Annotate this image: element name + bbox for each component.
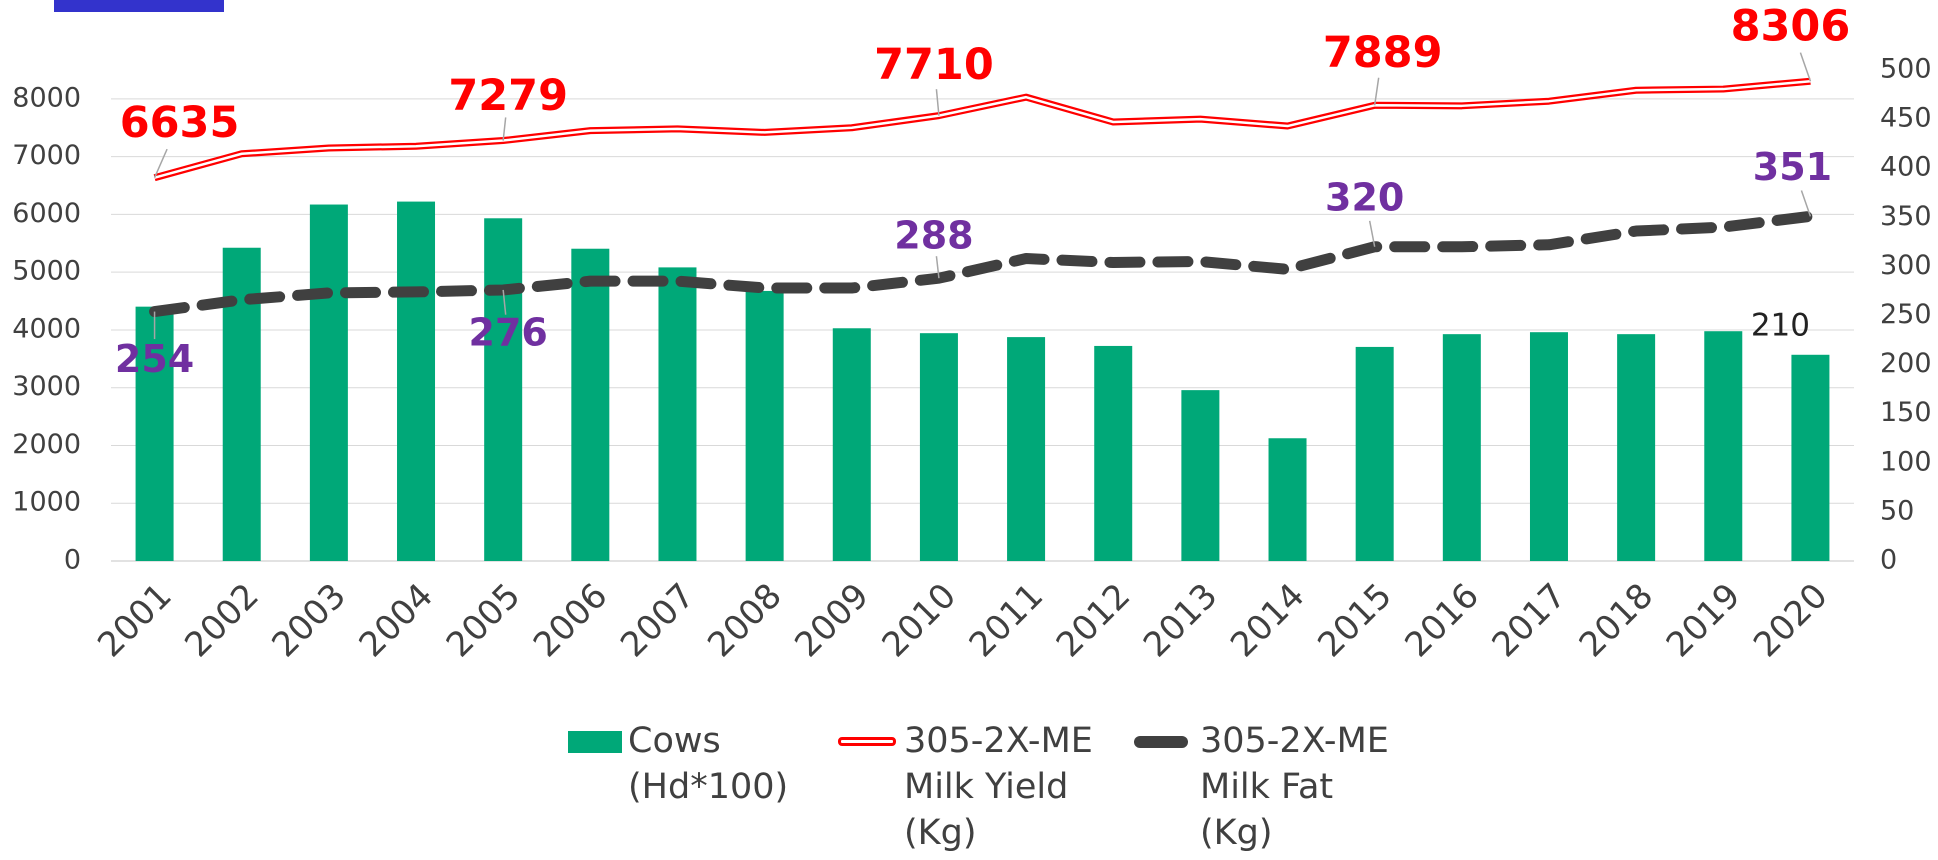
x-tick-label: 2011 <box>962 576 1051 665</box>
y-tick-label: 3000 <box>12 371 81 402</box>
bar <box>135 306 174 561</box>
y-tick-label: 5000 <box>12 256 81 287</box>
legend-label: 305-2X-ME Milk Yield (Kg) <box>904 721 1093 853</box>
leader-line <box>935 256 940 279</box>
leader-line <box>502 289 507 315</box>
y2-tick-label: 300 <box>1880 250 1932 281</box>
legend: Cows (Hd*100) 305-2X-ME Milk Yield (Kg) 30… <box>0 718 1938 860</box>
bar <box>571 248 610 561</box>
y2-tick-label: 0 <box>1880 545 1897 576</box>
bar <box>309 204 348 561</box>
x-tick-label: 2013 <box>1136 576 1225 665</box>
bar <box>745 290 784 561</box>
data-label: 7889 <box>1323 28 1443 78</box>
y2-tick-label: 200 <box>1880 348 1932 379</box>
y-tick-label: 4000 <box>12 313 81 344</box>
x-tick-label: 2020 <box>1746 576 1835 665</box>
line-series <box>149 210 1816 318</box>
leader-line <box>1799 52 1812 82</box>
x-tick-label: 2006 <box>526 576 615 665</box>
y2-tick-label: 500 <box>1880 54 1932 85</box>
y2-tick-label: 250 <box>1880 299 1932 330</box>
bar <box>1617 334 1656 561</box>
x-tick-label: 2005 <box>439 576 528 665</box>
y2-tick-label: 400 <box>1880 152 1932 183</box>
legend-swatch <box>1134 736 1188 748</box>
bar <box>1094 345 1133 561</box>
legend-swatch <box>568 731 622 753</box>
y2-tick-label: 350 <box>1880 201 1932 232</box>
bar <box>1704 331 1743 561</box>
legend-swatch <box>838 737 896 746</box>
leader-line <box>1800 190 1812 217</box>
y-tick-label: 0 <box>64 545 81 576</box>
bar <box>1268 438 1307 561</box>
x-tick-label: 2016 <box>1397 576 1486 665</box>
bar <box>1355 346 1394 561</box>
line-inner <box>154 79 1811 179</box>
bar <box>1181 390 1220 561</box>
x-tick-label: 2004 <box>352 576 441 665</box>
data-label: 351 <box>1753 145 1832 189</box>
x-tick-label: 2018 <box>1572 576 1661 665</box>
chart: 0 1000 2000 3000 4000 5000 6000 7000 8000 0 50 100 1… <box>12 0 1932 665</box>
legend-label: 305-2X-ME Milk Fat (Kg) <box>1200 721 1389 853</box>
data-label: 6635 <box>120 98 240 148</box>
bar <box>1529 332 1568 561</box>
x-tick-label: 2007 <box>613 576 702 665</box>
data-label: 320 <box>1325 175 1404 219</box>
data-label: 8306 <box>1731 2 1851 52</box>
x-tick-label: 2014 <box>1223 576 1312 665</box>
leader-line <box>935 89 940 116</box>
bar <box>1007 337 1046 561</box>
bar <box>1442 334 1481 561</box>
legend-label: Cows (Hd*100) <box>628 721 789 807</box>
x-tick-label: 2001 <box>90 576 179 665</box>
data-label: 288 <box>894 214 973 258</box>
y2-tick-label: 450 <box>1880 103 1932 134</box>
x-tick-label: 2009 <box>787 576 876 665</box>
data-label: 7279 <box>448 71 568 121</box>
corner-decoration <box>54 0 224 12</box>
x-tick-label: 2002 <box>177 576 266 665</box>
leader-line <box>502 117 507 141</box>
leader-line <box>1368 220 1376 247</box>
bar <box>658 267 697 561</box>
y2-tick-label: 150 <box>1880 397 1932 428</box>
y-tick-label: 1000 <box>12 487 81 518</box>
y-tick-label: 8000 <box>12 82 81 113</box>
bar <box>832 328 871 561</box>
data-label: 7710 <box>874 40 994 90</box>
leader-line <box>1373 77 1380 106</box>
y-tick-label: 2000 <box>12 429 81 460</box>
x-tick-label: 2003 <box>264 576 353 665</box>
x-tick-label: 2012 <box>1049 576 1138 665</box>
x-tick-label: 2019 <box>1659 576 1748 665</box>
x-tick-label: 2015 <box>1310 576 1399 665</box>
data-label: 276 <box>469 310 548 354</box>
y-tick-label: 7000 <box>12 140 81 171</box>
y2-tick-label: 100 <box>1880 446 1932 477</box>
leader-line <box>153 148 168 179</box>
x-tick-label: 2008 <box>700 576 789 665</box>
x-tick-label: 2010 <box>875 576 964 665</box>
x-tick-label: 2017 <box>1485 576 1574 665</box>
bar <box>397 201 436 561</box>
bar <box>1791 354 1830 561</box>
bar <box>484 218 523 562</box>
y-tick-label: 6000 <box>12 198 81 229</box>
data-label: 254 <box>115 337 194 381</box>
line-series <box>153 77 1811 182</box>
y2-tick-label: 50 <box>1880 495 1914 526</box>
bar <box>919 333 958 561</box>
data-label: 210 <box>1751 307 1810 343</box>
